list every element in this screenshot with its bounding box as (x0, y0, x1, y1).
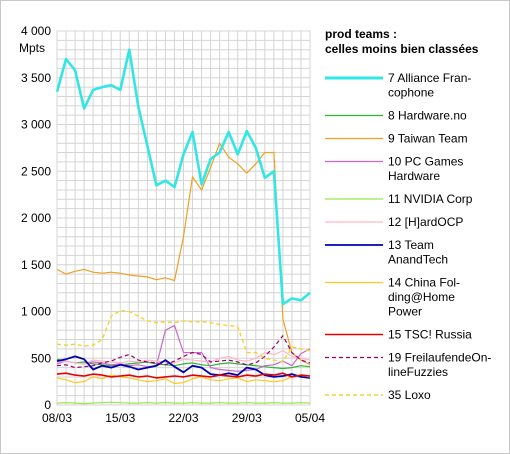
legend-label: 35 Loxo (388, 388, 431, 402)
y-tick-label: 500 (31, 351, 51, 365)
legend-label: 15 TSC! Russia (388, 328, 472, 342)
y-tick-label: 2 000 (21, 211, 51, 225)
x-tick-label: 22/03 (168, 411, 198, 425)
series-line (56, 358, 311, 370)
legend-title: prod teams : celles moins bien classées (325, 27, 479, 56)
y-axis-ticks: 0 500 1 000 1 500 2 000 2 500 3 000 3 500 4 000 (21, 24, 51, 412)
y-axis-label: Mpts (19, 41, 45, 55)
series-line (56, 372, 311, 379)
y-tick-label: 3 000 (21, 118, 51, 132)
y-tick-label: 1 500 (21, 258, 51, 272)
y-tick-label: 1 000 (21, 305, 51, 319)
y-tick-label: 4 000 (21, 24, 51, 38)
x-tick-label: 15/03 (105, 411, 135, 425)
series-line (56, 309, 311, 363)
legend-label: 19 FreilaufendeOn-lineFuzzies (388, 351, 491, 380)
x-axis-ticks: 08/03 15/03 22/03 29/03 05/04 (42, 411, 325, 425)
y-tick-label: 3 500 (21, 71, 51, 85)
legend-label: 10 PC Games Hardware (388, 155, 463, 184)
legend: prod teams : celles moins bien classées 7 … (325, 27, 491, 402)
series-line (56, 401, 311, 405)
series-line (56, 324, 311, 372)
series-line (56, 355, 311, 379)
grid (56, 30, 311, 406)
y-tick-label: 2 500 (21, 164, 51, 178)
legend-label: 11 NVIDIA Corp (388, 192, 473, 206)
series-line (56, 142, 311, 366)
x-tick-label: 05/04 (295, 411, 325, 425)
legend-label: 12 [H]ardOCP (388, 215, 463, 229)
series-lines (55, 48, 311, 405)
legend-label: 14 China Fol-ding@Home Power (388, 276, 460, 319)
legend-label: 13 Team AnandTech (388, 238, 448, 267)
series-line (56, 374, 311, 385)
legend-label: 9 Taiwan Team (388, 132, 468, 146)
legend-label: 7 Alliance Fran-cophone (388, 71, 471, 100)
series-line (55, 48, 311, 306)
x-tick-label: 29/03 (232, 411, 262, 425)
y-tick-label: 0 (44, 398, 51, 412)
x-tick-label: 08/03 (42, 411, 72, 425)
legend-label: 8 Hardware.no (388, 109, 467, 123)
series-line (56, 335, 311, 369)
